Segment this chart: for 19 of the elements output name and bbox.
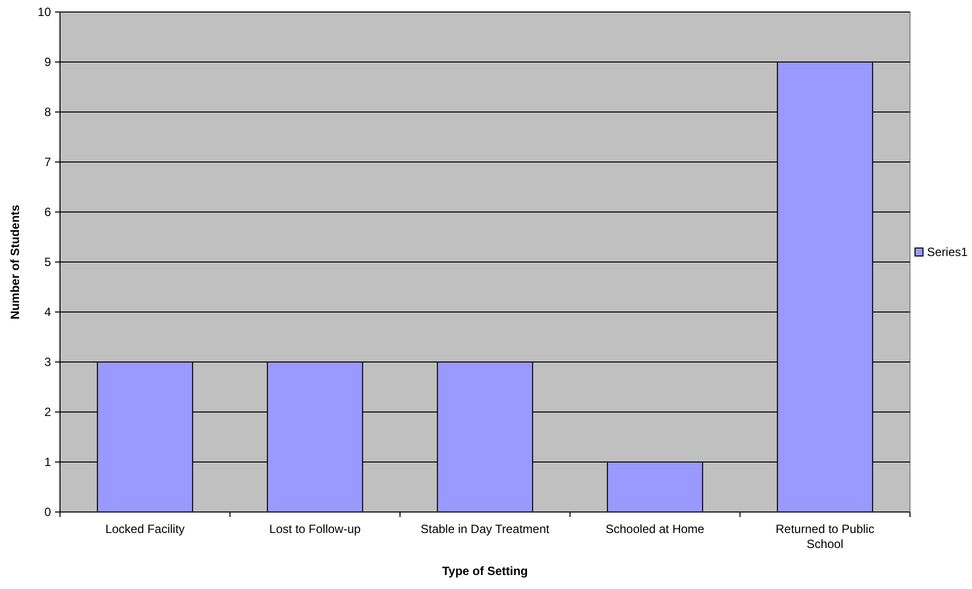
y-tick-label: 7: [44, 155, 52, 170]
x-tick-label: Schooled at Home: [606, 522, 705, 536]
y-tick-label: 8: [44, 105, 52, 120]
x-axis-title: Type of Setting: [442, 564, 528, 578]
y-axis-title: Number of Students: [8, 204, 22, 320]
x-tick-label: Stable in Day Treatment: [420, 522, 550, 536]
y-tick-label: 2: [44, 405, 52, 420]
y-tick-label: 5: [44, 255, 52, 270]
x-tick-label: Lost to Follow-up: [269, 522, 362, 536]
legend-label: Series1: [927, 245, 968, 260]
x-tick-label: Returned to Public School: [776, 522, 874, 551]
y-tick-label: 1: [44, 455, 52, 470]
y-tick-label: 10: [38, 5, 52, 20]
y-tick-label: 4: [44, 305, 52, 320]
y-tick-label: 0: [44, 505, 52, 520]
y-tick-label: 6: [44, 205, 52, 220]
y-tick-label: 9: [44, 55, 52, 70]
x-tick-label: Locked Facility: [105, 522, 185, 536]
y-tick-label: 3: [44, 355, 52, 370]
